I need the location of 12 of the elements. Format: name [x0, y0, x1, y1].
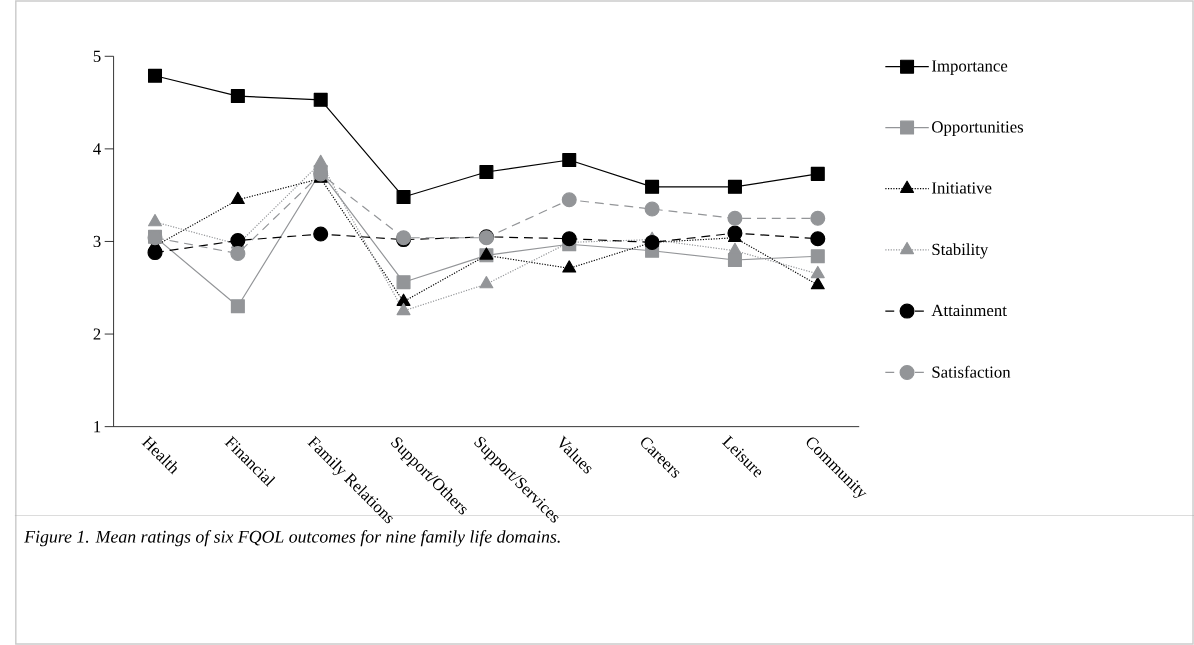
- y-tick-label: 4: [93, 143, 101, 155]
- legend-label: Stability: [932, 243, 989, 259]
- legend-label: Attainment: [931, 304, 1007, 317]
- caption: Figure 1. Mean ratings of six FQOL outcomes for nine family life domains.: [24, 530, 560, 547]
- legend-label: Importance: [931, 60, 1008, 76]
- y-tick-label: 3: [93, 235, 101, 248]
- y-tick-label: 2: [93, 328, 101, 340]
- legend-label: Satisfaction: [932, 365, 1011, 378]
- y-tick-label: 1: [94, 421, 101, 433]
- legend-label: Opportunities: [932, 121, 1024, 137]
- y-tick-label: 5: [93, 50, 101, 62]
- legend-label: Initiative: [931, 182, 992, 194]
